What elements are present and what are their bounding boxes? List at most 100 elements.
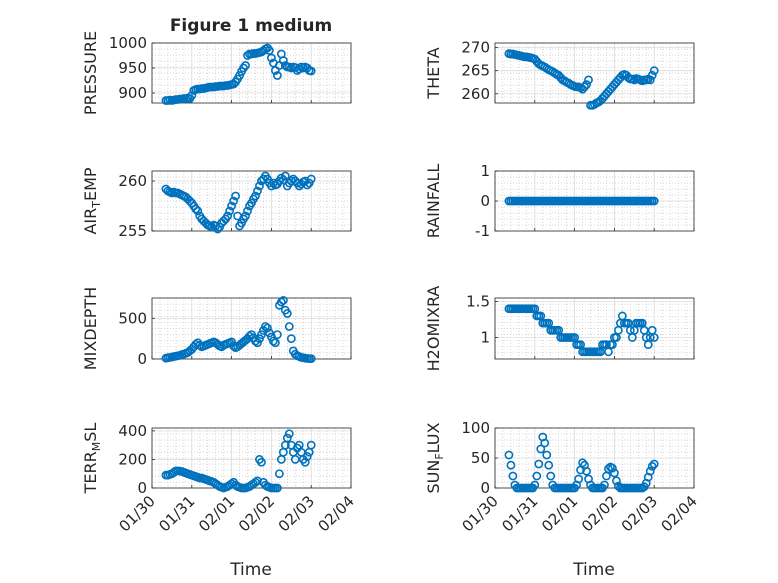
- data-point: [284, 322, 294, 331]
- data-point: [225, 206, 235, 216]
- y-tick-label: 270: [461, 39, 490, 57]
- y-tick-label: 100: [461, 419, 490, 437]
- y-tick-label: 500: [118, 309, 147, 327]
- data-point: [263, 323, 272, 333]
- data-point: [191, 204, 201, 214]
- data-point: [302, 452, 312, 461]
- axes-box: [151, 170, 352, 232]
- data-point: [580, 82, 589, 92]
- y-tick-label: 950: [118, 59, 147, 77]
- x-tick-label: 02/01: [195, 492, 238, 535]
- data-point: [195, 340, 205, 350]
- data-point: [278, 296, 288, 305]
- data-point: [282, 433, 292, 443]
- data-point: [578, 458, 587, 468]
- y-tick-label: 265: [461, 62, 490, 80]
- data-point: [272, 71, 282, 80]
- data-point: [284, 429, 294, 439]
- data-point: [584, 75, 593, 85]
- y-axis-label: MIXDEPTH: [81, 287, 100, 370]
- y-tick-label: 260: [118, 172, 147, 190]
- data-point: [241, 211, 250, 221]
- data-point: [227, 201, 236, 211]
- data-point: [266, 53, 276, 63]
- data-point: [255, 181, 264, 191]
- subplot-5: 0 500 MIXDEPTH: [81, 287, 352, 370]
- axes-box: [494, 297, 695, 360]
- y-tick-label: 0: [137, 479, 147, 497]
- x-axis-label-left: Time: [229, 560, 272, 580]
- data-point: [611, 476, 621, 486]
- data-point: [223, 211, 233, 221]
- x-tick-label: 01/30: [459, 492, 502, 535]
- data-point: [261, 322, 270, 331]
- data-point: [274, 469, 284, 479]
- data-point: [245, 331, 254, 341]
- y-tick-label: 1000: [109, 34, 147, 52]
- subplot-8: 0 50 100 SUNFLUX 01/3001/3102/0102/0202/0302…: [424, 419, 701, 535]
- data-point: [241, 61, 250, 70]
- subplot-3: 255 260 AIRTEMP: [81, 167, 352, 240]
- axes-box: [151, 42, 352, 104]
- data-point: [306, 174, 316, 184]
- y-tick-label: -1: [475, 222, 490, 240]
- data-point: [546, 471, 556, 481]
- data-point: [229, 196, 238, 206]
- subplot-2: 260 265 270 THETA: [424, 39, 695, 110]
- y-axis-label: AIRTEMP: [81, 167, 103, 234]
- data-point: [257, 457, 266, 467]
- data-point: [229, 341, 238, 351]
- data-point: [534, 459, 544, 469]
- y-tick-label: 255: [118, 222, 147, 240]
- y-tick-label: 1: [480, 328, 490, 346]
- data-point: [544, 460, 554, 470]
- data-point: [253, 186, 262, 196]
- data-point: [608, 463, 617, 473]
- y-tick-label: 260: [461, 85, 490, 103]
- data-point: [649, 196, 659, 206]
- data-point: [302, 180, 312, 190]
- y-tick-label: 400: [118, 422, 147, 440]
- subplot-1: 900 950 1000 PRESSURE: [81, 31, 352, 115]
- data-point: [600, 480, 609, 490]
- data-point: [582, 80, 591, 89]
- data-point: [276, 297, 286, 307]
- data-point: [604, 464, 613, 474]
- x-tick-label: 02/04: [315, 492, 358, 535]
- data-point: [647, 70, 657, 80]
- y-axis-label: PRESSURE: [81, 31, 100, 115]
- data-point: [231, 191, 240, 201]
- data-point: [582, 466, 591, 476]
- x-tick-label: 01/31: [155, 492, 198, 535]
- x-tick-label: 02/04: [658, 492, 701, 535]
- y-axis-label: SUNFLUX: [424, 422, 446, 493]
- data-point: [532, 471, 542, 481]
- y-tick-label: 0: [137, 350, 147, 368]
- axes-box: [151, 297, 352, 360]
- data-point: [187, 91, 197, 100]
- data-point: [610, 468, 619, 478]
- subplot-6: 1 1.5 H2OMIXRA: [424, 286, 695, 372]
- data-point: [272, 483, 282, 493]
- data-point: [268, 336, 278, 346]
- data-point: [574, 474, 583, 484]
- data-point: [540, 438, 550, 448]
- x-tick-label: 01/31: [498, 492, 541, 535]
- data-point: [506, 460, 516, 470]
- y-tick-label: 0: [480, 479, 490, 497]
- data-point: [278, 56, 288, 65]
- data-point: [649, 333, 659, 342]
- data-point: [508, 471, 518, 481]
- data-point: [213, 224, 223, 234]
- subplot-4: -1 0 1 RAINFALL: [424, 162, 695, 240]
- y-axis-label: H2OMIXRA: [424, 286, 443, 372]
- y-tick-label: 50: [471, 449, 490, 467]
- y-tick-label: 200: [118, 450, 147, 468]
- y-tick-label: 1.5: [466, 293, 490, 311]
- subplot-7: 0 200 400 TERRMSL 01/3001/3102/0102/0202/030…: [81, 422, 358, 536]
- data-point: [645, 75, 655, 85]
- data-point: [280, 171, 290, 181]
- x-axis-label-right: Time: [572, 560, 615, 580]
- data-point: [272, 330, 282, 339]
